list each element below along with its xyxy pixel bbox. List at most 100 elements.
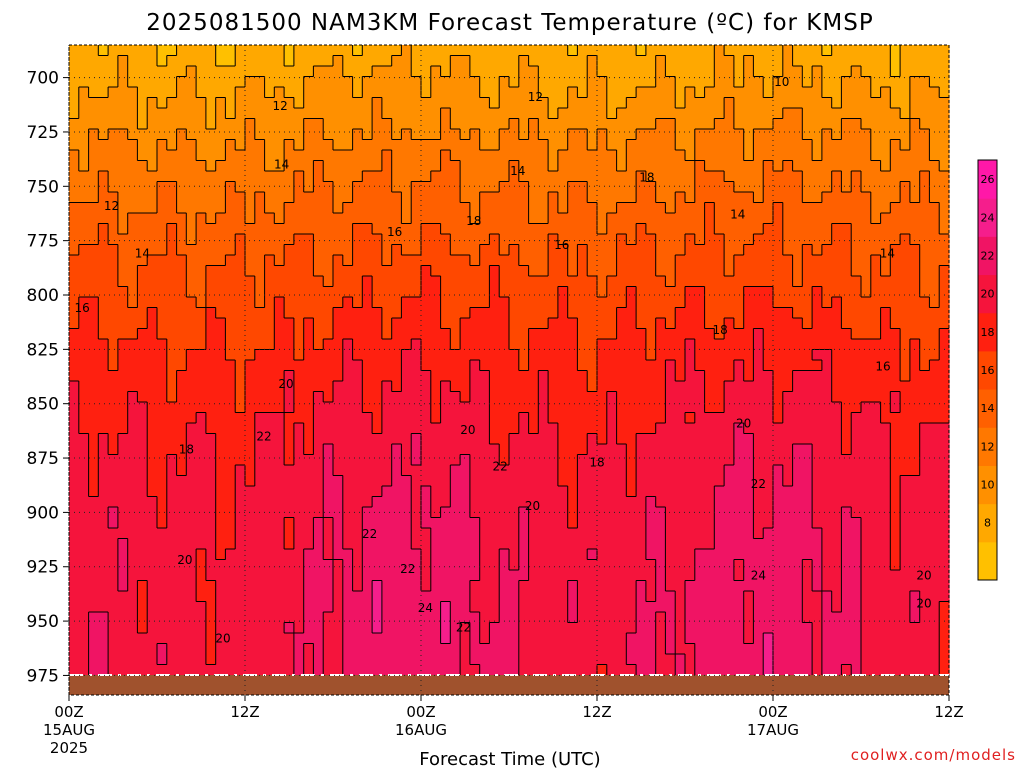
temperature-cell (117, 160, 129, 172)
temperature-cell (509, 601, 520, 613)
temperature-cell (567, 601, 579, 613)
temperature-cell (636, 213, 647, 225)
temperature-cell (235, 76, 246, 88)
temperature-cell (890, 465, 901, 477)
temperature-cell (342, 297, 354, 309)
temperature-cell (821, 444, 833, 456)
temperature-cell (587, 412, 598, 424)
temperature-cell (753, 528, 764, 540)
temperature-cell (186, 181, 197, 193)
temperature-cell (411, 486, 422, 498)
temperature-cell (939, 465, 950, 477)
temperature-cell (870, 265, 882, 277)
temperature-cell (597, 486, 608, 498)
temperature-cell (450, 465, 461, 477)
temperature-cell (861, 601, 872, 613)
temperature-cell (743, 129, 755, 141)
temperature-cell (245, 45, 256, 57)
temperature-cell (499, 118, 510, 130)
temperature-cell (714, 234, 725, 246)
temperature-cell (215, 528, 227, 540)
temperature-cell (117, 423, 129, 435)
temperature-cell (196, 360, 207, 372)
temperature-cell (597, 286, 608, 298)
temperature-cell (274, 549, 285, 561)
temperature-cell (205, 328, 217, 340)
temperature-cell (733, 181, 745, 193)
temperature-cell (147, 276, 158, 288)
temperature-cell (665, 559, 676, 571)
temperature-cell (509, 244, 520, 256)
temperature-cell (450, 118, 461, 130)
temperature-cell (333, 150, 344, 162)
temperature-cell (401, 601, 412, 613)
temperature-cell (196, 433, 207, 445)
temperature-cell (391, 139, 403, 151)
temperature-cell (567, 465, 579, 477)
temperature-cell (557, 412, 569, 424)
temperature-cell (665, 517, 676, 529)
temperature-cell (890, 391, 901, 403)
temperature-cell (381, 244, 393, 256)
temperature-cell (411, 255, 422, 267)
temperature-cell (861, 286, 872, 298)
temperature-cell (733, 601, 745, 613)
temperature-cell (391, 444, 403, 456)
temperature-cell (205, 622, 217, 634)
temperature-cell (421, 118, 432, 130)
temperature-cell (655, 549, 667, 561)
temperature-cell (186, 612, 197, 624)
temperature-cell (939, 160, 950, 172)
temperature-cell (939, 286, 950, 298)
temperature-cell (98, 307, 109, 319)
temperature-cell (655, 118, 667, 130)
temperature-cell (157, 391, 168, 403)
temperature-cell (225, 370, 236, 382)
temperature-cell (499, 454, 510, 466)
temperature-cell (929, 423, 940, 435)
temperature-cell (342, 570, 354, 582)
temperature-cell (225, 475, 236, 487)
temperature-cell (939, 391, 950, 403)
temperature-cell (831, 402, 843, 414)
temperature-cell (362, 118, 373, 130)
temperature-cell (362, 192, 373, 204)
temperature-cell (782, 538, 794, 550)
temperature-cell (675, 234, 686, 246)
temperature-cell (782, 255, 794, 267)
temperature-cell (821, 171, 833, 183)
temperature-cell (675, 559, 686, 571)
temperature-cell (205, 591, 217, 603)
temperature-cell (69, 192, 80, 204)
temperature-cell (557, 66, 569, 78)
temperature-cell (450, 255, 461, 267)
temperature-cell (303, 454, 315, 466)
temperature-cell (753, 223, 764, 235)
temperature-cell (802, 97, 813, 109)
temperature-cell (117, 328, 129, 340)
temperature-cell (851, 423, 862, 435)
temperature-cell (98, 622, 109, 634)
temperature-cell (909, 76, 921, 88)
temperature-cell (205, 139, 217, 151)
temperature-cell (98, 276, 109, 288)
temperature-cell (137, 465, 148, 477)
temperature-cell (78, 339, 90, 351)
temperature-cell (919, 160, 931, 172)
temperature-cell (870, 538, 882, 550)
temperature-cell (597, 433, 608, 445)
temperature-cell (284, 360, 295, 372)
temperature-cell (557, 433, 569, 445)
temperature-cell (909, 255, 921, 267)
temperature-cell (166, 591, 178, 603)
temperature-cell (655, 276, 667, 288)
temperature-cell (186, 234, 197, 246)
temperature-cell (78, 622, 90, 634)
temperature-cell (352, 349, 363, 361)
temperature-cell (362, 360, 373, 372)
temperature-cell (694, 318, 706, 330)
temperature-cell (460, 402, 471, 414)
temperature-cell (900, 276, 911, 288)
temperature-cell (939, 412, 950, 424)
temperature-cell (665, 580, 676, 592)
